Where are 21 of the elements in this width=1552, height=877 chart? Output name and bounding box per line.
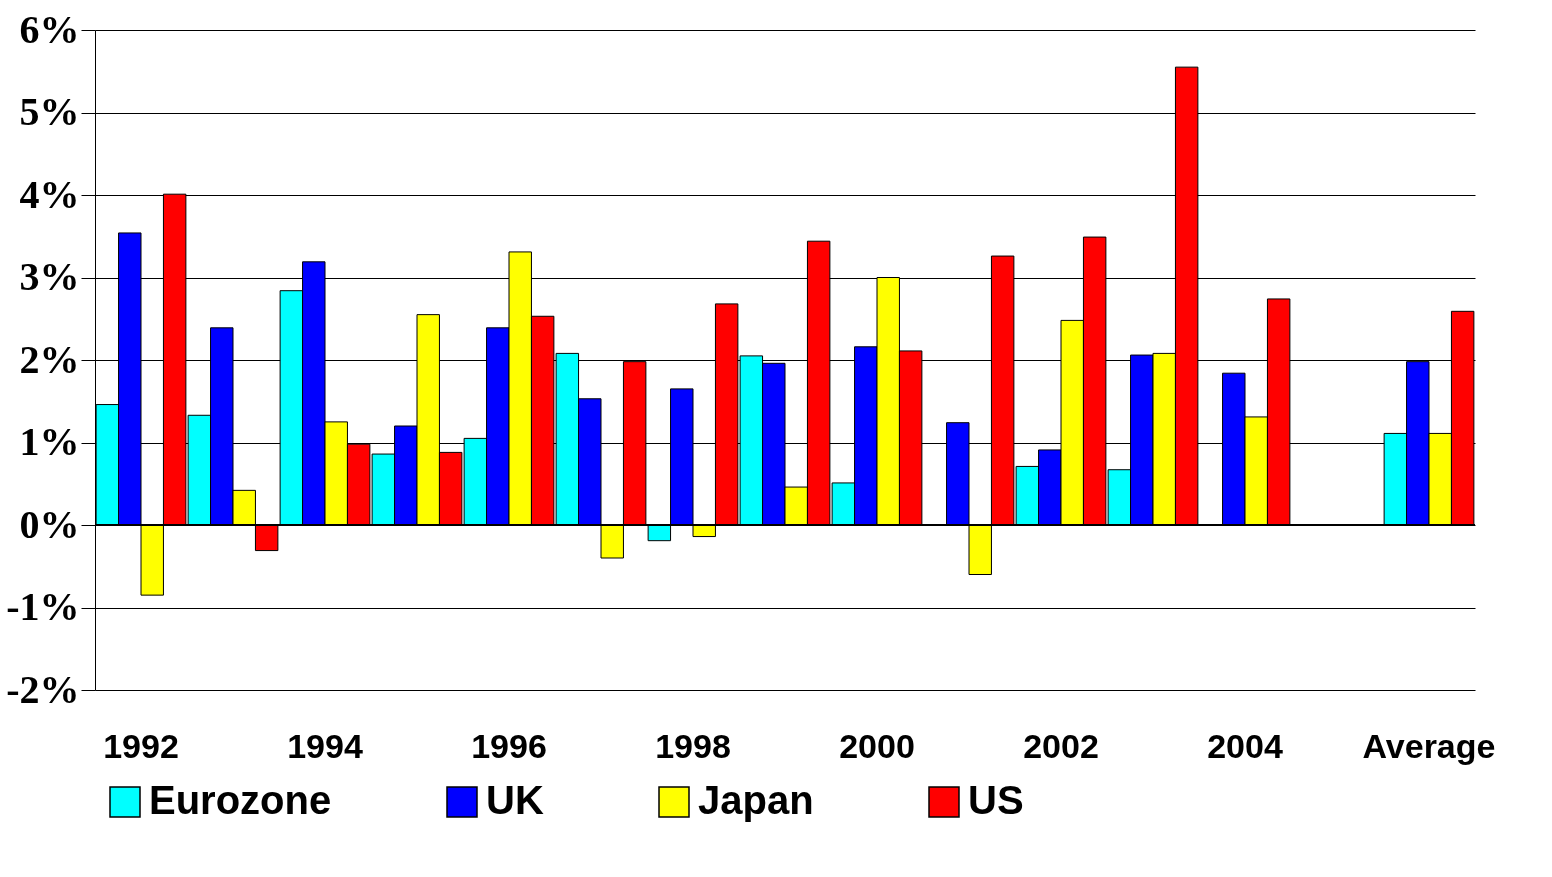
y-tick-label: 2% bbox=[19, 336, 80, 382]
legend-label: US bbox=[968, 778, 1024, 822]
x-tick-label: Average bbox=[1362, 726, 1496, 765]
y-tick-label: -1% bbox=[6, 584, 80, 629]
legend-label: Japan bbox=[698, 778, 814, 822]
legend-label: UK bbox=[486, 778, 544, 822]
x-tick-label: 1994 bbox=[287, 726, 363, 765]
x-tick-label: 1992 bbox=[103, 726, 179, 765]
y-tick-label: 1% bbox=[19, 419, 80, 464]
x-tick-label: 2000 bbox=[839, 726, 915, 765]
x-tick-label: 2004 bbox=[1207, 726, 1283, 765]
x-tick-label: 1998 bbox=[655, 726, 731, 765]
y-tick-label: 0% bbox=[19, 501, 80, 547]
y-tick-label: 3% bbox=[19, 254, 80, 299]
y-tick-label: 5% bbox=[19, 89, 80, 134]
y-tick-label: -2% bbox=[6, 666, 80, 712]
y-tick-label: 4% bbox=[19, 171, 80, 217]
y-tick-label: 6% bbox=[19, 6, 80, 52]
x-tick-label: 2002 bbox=[1023, 726, 1099, 765]
x-tick-label: 1996 bbox=[471, 726, 547, 765]
legend-label: Eurozone bbox=[149, 778, 332, 822]
